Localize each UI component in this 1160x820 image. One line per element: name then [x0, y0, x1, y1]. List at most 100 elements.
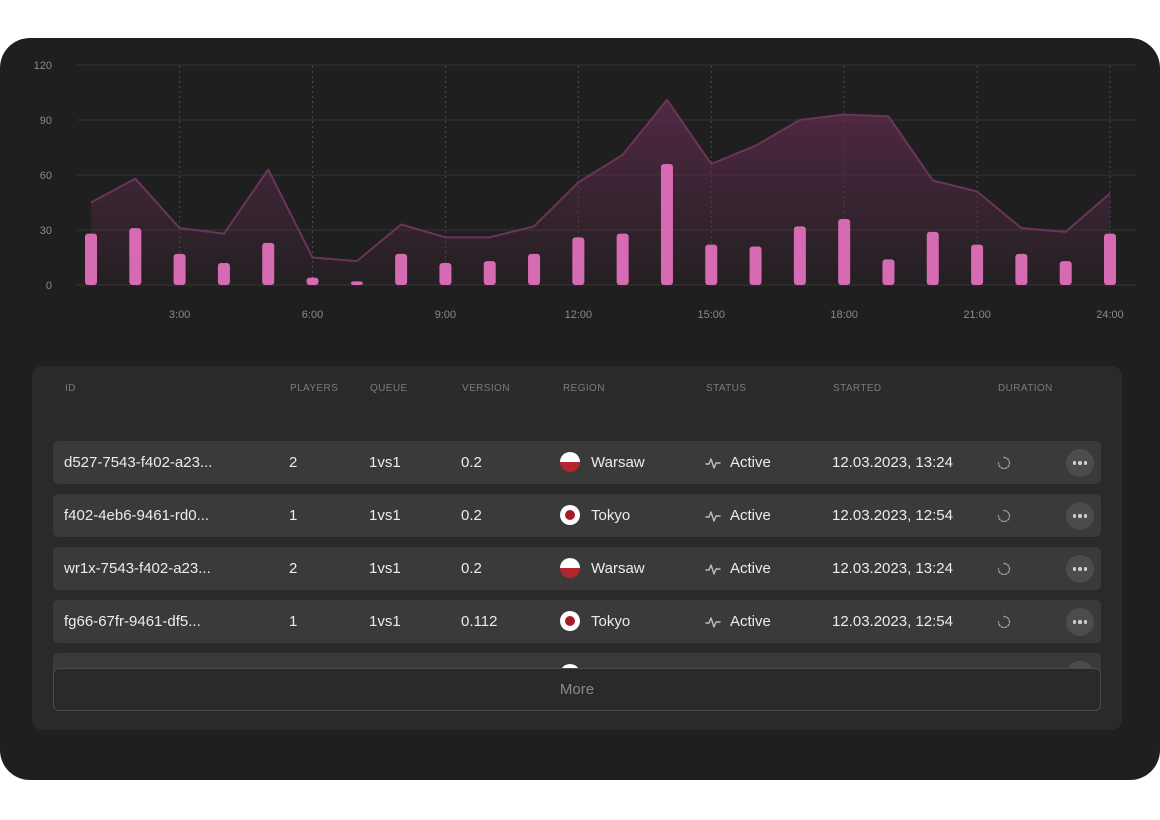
table-row[interactable]: wr1x-7543-f402-a23... 2 1vs1 0.2 Warsaw Activ… — [53, 547, 1101, 590]
activity-chart: 120 90 60 30 0 3:00 6:00 9:00 12:00 15:00 18:00 21:… — [34, 60, 1136, 321]
poland-flag-icon — [560, 452, 580, 472]
players-count: 2 — [289, 560, 298, 577]
bar — [306, 277, 319, 285]
bar — [1059, 261, 1072, 285]
status-label: Active — [730, 454, 771, 471]
x-tick-label: 21:00 — [963, 309, 991, 321]
bar — [85, 233, 97, 285]
poland-flag-icon — [560, 558, 580, 578]
started-time: 12.03.2023, 13:24 — [832, 454, 953, 471]
started-time: 12.03.2023, 12:54 — [832, 613, 953, 630]
bar — [926, 231, 939, 285]
bar — [660, 164, 673, 285]
area-line — [90, 98, 1111, 263]
bar — [838, 219, 851, 285]
header-duration: DURATION — [998, 383, 1053, 394]
status-label: Active — [730, 507, 771, 524]
table-row[interactable]: d527-7543-f402-a23... 2 1vs1 0.2 Warsaw Activ… — [53, 441, 1101, 484]
header-region: REGION — [563, 383, 605, 394]
x-tick-label: 12:00 — [565, 309, 593, 321]
x-tick-label: 15:00 — [697, 309, 725, 321]
device-frame: 120 90 60 30 0 3:00 6:00 9:00 12:00 15:00 18:00 21:… — [0, 38, 1160, 780]
header-players: PLAYERS — [290, 383, 339, 394]
bar — [262, 242, 275, 285]
bar — [705, 244, 718, 285]
x-tick-label: 24:00 — [1096, 309, 1124, 321]
header-id: ID — [65, 383, 76, 394]
players-count: 2 — [289, 454, 298, 471]
spinner-icon — [997, 456, 1011, 470]
area-fill — [91, 99, 1110, 285]
queue-type: 1vs1 — [369, 613, 401, 630]
y-tick-label: 90 — [40, 115, 52, 127]
bar — [971, 244, 984, 285]
region-name: Tokyo — [591, 507, 631, 524]
spinner-icon — [997, 562, 1011, 576]
match-id: fg66-67fr-9461-df5... — [64, 613, 201, 630]
y-tick-label: 60 — [40, 170, 52, 182]
status-label: Active — [730, 560, 771, 577]
bar — [217, 263, 230, 285]
row-options-button[interactable] — [1066, 502, 1094, 530]
more-button[interactable]: More — [53, 668, 1101, 711]
y-tick-label: 0 — [46, 280, 52, 292]
queue-type: 1vs1 — [369, 507, 401, 524]
row-options-button[interactable] — [1066, 555, 1094, 583]
bar — [528, 253, 541, 285]
match-id: d527-7543-f402-a23... — [64, 454, 213, 471]
y-tick-label: 120 — [34, 60, 52, 72]
version: 0.112 — [461, 613, 498, 630]
matches-panel: ID PLAYERS QUEUE VERSION REGION STATUS S… — [32, 366, 1122, 730]
bar — [749, 246, 762, 285]
spinner-icon — [997, 615, 1011, 629]
region-name: Warsaw — [591, 454, 645, 471]
bar — [882, 259, 895, 285]
status-label: Active — [730, 613, 771, 630]
japan-flag-icon — [560, 505, 580, 525]
bar — [395, 253, 408, 285]
queue-type: 1vs1 — [369, 560, 401, 577]
queue-type: 1vs1 — [369, 454, 401, 471]
header-status: STATUS — [706, 383, 747, 394]
bar — [350, 281, 363, 285]
bar — [483, 261, 496, 285]
match-id: wr1x-7543-f402-a23... — [64, 560, 211, 577]
bar — [1015, 253, 1028, 285]
x-tick-label: 9:00 — [435, 309, 456, 321]
region-name: Warsaw — [591, 560, 645, 577]
activity-icon — [705, 511, 721, 522]
x-tick-label: 18:00 — [830, 309, 858, 321]
spinner-icon — [997, 509, 1011, 523]
version: 0.2 — [461, 454, 482, 471]
bar — [1104, 233, 1116, 285]
x-tick-label: 3:00 — [169, 309, 190, 321]
activity-icon — [705, 564, 721, 575]
header-version: VERSION — [462, 383, 510, 394]
y-tick-label: 30 — [40, 225, 52, 237]
header-started: STARTED — [833, 383, 882, 394]
japan-flag-icon — [560, 611, 580, 631]
row-options-button[interactable] — [1066, 449, 1094, 477]
players-count: 1 — [289, 507, 298, 524]
bar — [793, 226, 806, 285]
match-id: f402-4eb6-9461-rd0... — [64, 507, 210, 524]
bar — [616, 233, 629, 285]
version: 0.2 — [461, 507, 482, 524]
bar — [129, 228, 142, 285]
started-time: 12.03.2023, 13:24 — [832, 560, 953, 577]
version: 0.2 — [461, 560, 482, 577]
row-options-button[interactable] — [1066, 608, 1094, 636]
players-count: 1 — [289, 613, 298, 630]
bar — [173, 253, 186, 285]
bar — [439, 263, 452, 285]
started-time: 12.03.2023, 12:54 — [832, 507, 953, 524]
activity-icon — [705, 617, 721, 628]
table-row[interactable]: f402-4eb6-9461-rd0... 1 1vs1 0.2 Tokyo Active… — [53, 494, 1101, 537]
bar — [572, 237, 585, 285]
activity-icon — [705, 458, 721, 469]
table-header: ID PLAYERS QUEUE VERSION REGION STATUS S… — [32, 366, 1122, 402]
header-queue: QUEUE — [370, 383, 408, 394]
region-name: Tokyo — [591, 613, 631, 630]
x-tick-label: 6:00 — [302, 309, 323, 321]
table-row[interactable]: fg66-67fr-9461-df5... 1 1vs1 0.112 Tokyo Acti… — [53, 600, 1101, 643]
